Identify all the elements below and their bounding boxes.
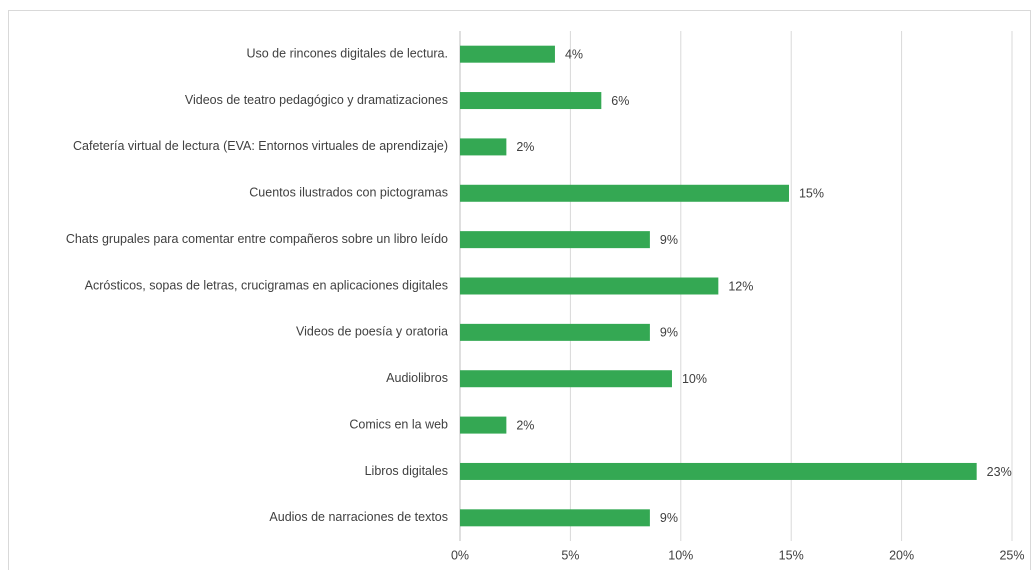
y-tick-label: Audiolibros [386, 371, 448, 385]
data-label: 4% [565, 47, 583, 61]
bar [460, 323, 650, 341]
data-label: 9% [660, 326, 678, 340]
y-tick-label: Cuentos ilustrados con pictogramas [249, 186, 448, 200]
x-tick-label: 5% [561, 548, 579, 562]
chart-border [8, 10, 1031, 570]
data-label: 15% [799, 187, 824, 201]
x-tick-label: 10% [668, 548, 693, 562]
bar [460, 45, 555, 63]
bar [460, 277, 719, 295]
bar [460, 416, 507, 434]
bar [460, 138, 507, 156]
y-tick-label: Videos de poesía y oratoria [296, 325, 448, 339]
data-label: 23% [987, 465, 1012, 479]
bar [460, 370, 672, 388]
y-tick-label: Acrósticos, sopas de letras, crucigramas… [85, 278, 448, 292]
y-tick-label: Comics en la web [349, 417, 448, 431]
bar [460, 92, 602, 110]
x-tick-label: 25% [999, 548, 1024, 562]
data-label: 12% [728, 279, 753, 293]
data-label: 9% [660, 511, 678, 525]
bar [460, 462, 977, 480]
y-tick-label: Videos de teatro pedagógico y dramatizac… [185, 93, 448, 107]
data-label: 10% [682, 372, 707, 386]
x-tick-label: 0% [451, 548, 469, 562]
y-tick-label: Audios de narraciones de textos [269, 510, 448, 524]
x-tick-label: 15% [779, 548, 804, 562]
x-tick-label: 20% [889, 548, 914, 562]
y-tick-label: Chats grupales para comentar entre compa… [66, 232, 448, 246]
bar [460, 231, 650, 249]
data-label: 2% [516, 140, 534, 154]
data-label: 9% [660, 233, 678, 247]
bar [460, 184, 789, 202]
data-label: 6% [611, 94, 629, 108]
bar [460, 509, 650, 527]
y-tick-label: Cafetería virtual de lectura (EVA: Entor… [73, 139, 448, 153]
y-tick-label: Libros digitales [365, 464, 448, 478]
y-tick-label: Uso de rincones digitales de lectura. [246, 46, 448, 60]
data-label: 2% [516, 418, 534, 432]
